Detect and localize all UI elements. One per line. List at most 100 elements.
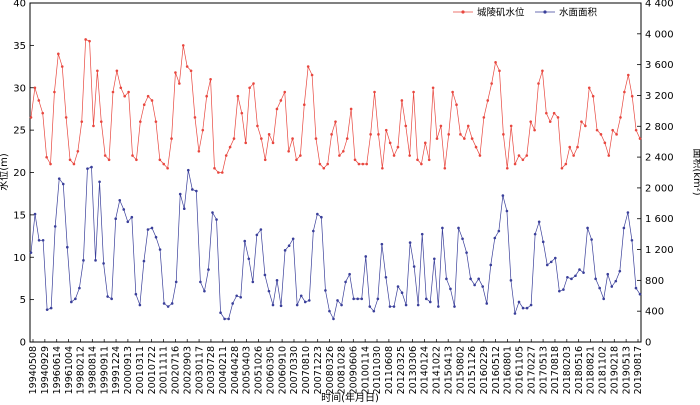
data-point — [344, 280, 347, 284]
left-tick-label: 25 — [13, 126, 26, 137]
data-point — [189, 69, 193, 73]
data-point — [537, 220, 541, 224]
x-tick-label: 20181102 — [598, 346, 609, 394]
data-point — [314, 137, 318, 140]
left-tick-label: 0 — [20, 338, 26, 349]
data-point — [529, 120, 532, 123]
data-point — [122, 208, 126, 211]
data-point — [360, 297, 364, 301]
data-point — [396, 285, 400, 288]
data-point — [130, 215, 134, 219]
data-point — [541, 240, 545, 244]
data-point — [123, 94, 126, 98]
right-tick-label: 4 000 — [645, 29, 674, 40]
data-point — [90, 165, 93, 169]
data-point — [400, 291, 404, 294]
right-tick-label: 0 — [645, 338, 651, 349]
data-point — [482, 116, 486, 119]
series-line — [30, 166, 641, 320]
data-point — [228, 145, 232, 149]
data-point — [302, 103, 306, 106]
data-point — [126, 220, 130, 224]
data-point — [307, 299, 311, 302]
right-tick-label: 1 600 — [645, 214, 674, 225]
data-point — [537, 82, 540, 85]
data-point — [139, 120, 142, 123]
x-tick-label: 20070810 — [301, 346, 312, 394]
x-tick-label: 19980212 — [76, 346, 87, 394]
data-point — [611, 128, 614, 132]
data-point — [174, 280, 178, 284]
x-tick-label: 20060305 — [265, 346, 276, 394]
data-point — [220, 171, 224, 174]
data-point — [186, 168, 190, 172]
x-tick-label: 20010722 — [147, 346, 158, 394]
data-point — [447, 133, 451, 136]
right-tick-label: 3 200 — [645, 91, 674, 102]
data-point — [135, 158, 138, 162]
data-point — [275, 279, 279, 282]
data-point — [361, 162, 365, 166]
data-point — [316, 212, 319, 216]
data-point — [271, 141, 275, 145]
data-point — [474, 145, 478, 149]
data-point — [111, 90, 115, 94]
data-point — [412, 90, 415, 94]
data-point — [388, 141, 392, 145]
data-point — [336, 299, 339, 302]
data-point — [381, 166, 384, 170]
series-surface-area — [29, 165, 642, 321]
data-point — [332, 317, 335, 321]
data-point — [110, 297, 113, 301]
data-point — [368, 305, 372, 308]
data-point — [502, 133, 505, 136]
data-point — [342, 150, 345, 153]
data-point — [372, 309, 376, 313]
data-point — [114, 217, 117, 221]
data-point — [568, 145, 572, 149]
data-point — [248, 86, 251, 90]
data-point — [98, 180, 101, 184]
data-point — [576, 145, 579, 149]
data-point — [295, 158, 298, 162]
data-point — [615, 133, 618, 136]
data-point — [486, 99, 490, 102]
x-tick-label: 19961004 — [64, 346, 75, 394]
data-point — [299, 154, 302, 157]
x-tick-label: 19980814 — [88, 346, 99, 394]
right-tick-label: 3 600 — [645, 60, 674, 71]
data-point — [328, 309, 331, 313]
data-point — [53, 225, 57, 228]
data-point — [466, 124, 470, 128]
data-point — [60, 65, 64, 68]
data-point — [416, 303, 420, 307]
x-tick-label: 20010311 — [135, 346, 146, 394]
data-point — [170, 302, 174, 305]
data-point — [603, 141, 607, 145]
data-point — [92, 124, 95, 128]
data-point — [185, 65, 189, 68]
data-point — [549, 260, 553, 264]
data-point — [345, 137, 349, 140]
data-point — [599, 133, 603, 136]
data-point — [420, 232, 424, 236]
x-axis-label: 时间(年月日) — [321, 391, 379, 404]
x-tick-label: 20071223 — [313, 346, 324, 394]
right-tick-label: 4 400 — [645, 0, 674, 10]
data-point — [352, 297, 355, 301]
data-point — [606, 272, 610, 276]
data-point — [451, 90, 454, 94]
data-point — [219, 311, 222, 315]
data-point — [72, 162, 76, 166]
data-point — [275, 107, 279, 111]
data-point — [107, 158, 111, 162]
legend-item-water-level: 城陵矶水位 — [453, 7, 525, 19]
right-y-axis-label: 面积(km²) — [691, 148, 700, 195]
data-point — [485, 302, 489, 305]
data-point — [560, 166, 564, 170]
data-point — [494, 61, 497, 64]
data-point — [431, 86, 435, 90]
data-point — [102, 262, 105, 265]
data-point — [465, 251, 468, 254]
data-point — [197, 150, 201, 153]
